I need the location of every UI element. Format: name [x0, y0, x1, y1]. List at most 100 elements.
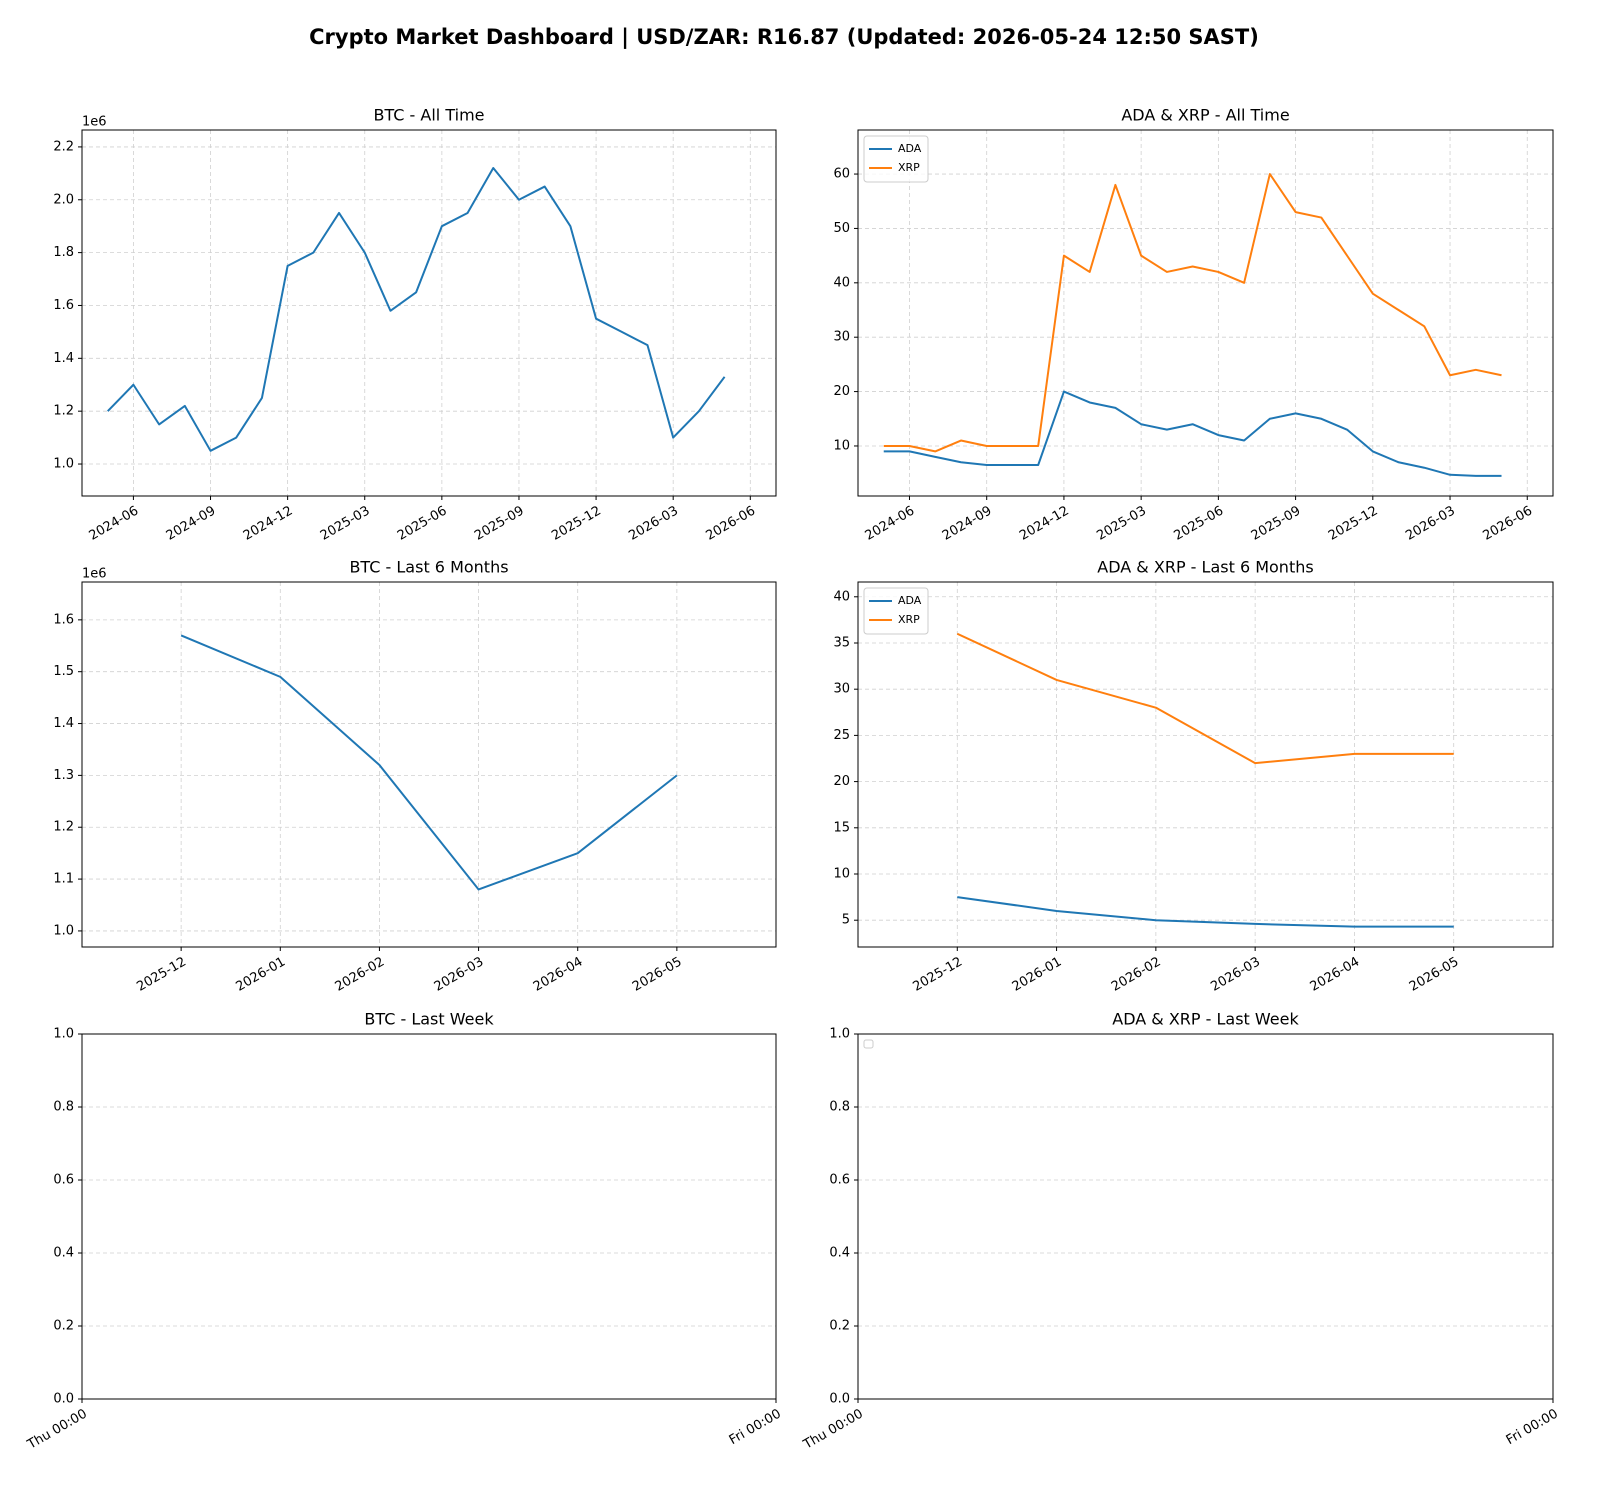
subplot-title: BTC - All Time	[373, 106, 484, 125]
y-tick-label: 1.0	[53, 923, 74, 938]
price-line	[106, 167, 726, 452]
x-tick-label: 2025-06	[395, 504, 450, 544]
y-tick-label: 0.4	[829, 1246, 850, 1261]
y-tick-label: 0.0	[829, 1392, 850, 1407]
legend-box	[863, 587, 929, 635]
y-tick-label: 25	[833, 728, 850, 743]
x-tick-label: 2026-01	[233, 955, 288, 995]
y-tick-label: 1.0	[829, 1027, 850, 1042]
x-tick-label: 2024-09	[164, 504, 219, 544]
dashboard-title: Crypto Market Dashboard | USD/ZAR: R16.8…	[309, 25, 1259, 50]
y-tick-label: 1.1	[53, 872, 74, 887]
x-tick-label: 2024-12	[1017, 504, 1072, 544]
subplot-title: ADA & XRP - Last Week	[1112, 1010, 1299, 1029]
x-tick-label: 2025-03	[318, 504, 373, 544]
x-tick-label: 2026-06	[703, 504, 758, 544]
y-tick-label: 30	[833, 330, 850, 345]
y-tick-label: 2.2	[53, 139, 74, 154]
y-tick-label: 1.3	[53, 768, 74, 783]
legend: ADA XRP	[863, 587, 929, 635]
y-tick-label: 5	[842, 913, 850, 928]
y-tick-label: 1.2	[53, 404, 74, 419]
x-tick-label: 2026-03	[1208, 955, 1263, 995]
x-tick-label: 2026-06	[1480, 504, 1535, 544]
axes-frame	[81, 129, 777, 497]
y-tick-label: 20	[833, 384, 850, 399]
y-tick-label: 30	[833, 682, 850, 697]
subplot: ADA & XRP - Last 6 Months 5 10 15 20 25 30 35 40…	[833, 558, 1554, 995]
y-tick-label: 20	[833, 774, 850, 789]
x-tick-label: 2026-05	[630, 955, 685, 995]
x-tick-label: 2024-09	[940, 504, 995, 544]
x-tick-label: 2025-12	[1326, 504, 1381, 544]
subplot-title: ADA & XRP - Last 6 Months	[1097, 558, 1313, 577]
x-tick-label: Thu 00:00	[24, 1407, 90, 1453]
x-tick-label: 2026-02	[333, 955, 388, 995]
subplot: ADA & XRP - Last Week 0.0 0.2 0.4 0.6 0.8 1.0 T…	[800, 1010, 1561, 1454]
price-line	[883, 173, 1502, 453]
subplot: BTC - Last Week 0.0 0.2 0.4 0.6 0.8 1.0 Thu 00:…	[24, 1010, 784, 1454]
y-offset-label: 1e6	[82, 115, 107, 130]
y-tick-label: 1.6	[53, 298, 74, 313]
y-tick-label: 1.4	[53, 716, 74, 731]
y-tick-label: 0.6	[829, 1173, 850, 1188]
y-tick-label: 1.0	[53, 1027, 74, 1042]
x-tick-label: 2026-04	[1308, 955, 1363, 995]
legend-label: XRP	[898, 161, 920, 174]
y-tick-label: 10	[833, 867, 850, 882]
y-tick-label: 1.2	[53, 820, 74, 835]
price-line	[180, 634, 678, 891]
price-line	[957, 896, 1454, 928]
x-tick-label: 2026-03	[626, 504, 681, 544]
y-offset-label: 1e6	[82, 567, 107, 582]
subplot-title: BTC - Last Week	[364, 1010, 494, 1029]
axes-frame	[857, 581, 1554, 948]
legend	[863, 1039, 874, 1049]
x-tick-label: 2026-03	[1403, 504, 1458, 544]
axes-frame	[81, 1033, 777, 1400]
x-tick-label: 2025-12	[549, 504, 604, 544]
y-tick-label: 0.2	[829, 1319, 850, 1334]
x-tick-label: 2025-03	[1094, 504, 1149, 544]
y-tick-label: 0.0	[53, 1392, 74, 1407]
x-tick-label: 2024-06	[863, 504, 918, 544]
subplot: BTC - Last 6 Months 1.0 1.1 1.2 1.3 1.4 1.5 1.6…	[53, 558, 777, 995]
y-tick-label: 1.8	[53, 245, 74, 260]
subplot: BTC - All Time 1.0 1.2 1.4 1.6 1.8 2.0 2.2 1e6 20…	[53, 106, 777, 544]
x-tick-label: 2026-01	[1010, 955, 1065, 995]
y-tick-label: 40	[833, 275, 850, 290]
subplot-title: BTC - Last 6 Months	[349, 558, 508, 577]
y-tick-label: 1.5	[53, 664, 74, 679]
y-tick-label: 0.4	[53, 1246, 74, 1261]
x-tick-label: 2025-12	[134, 955, 189, 995]
legend-label: ADA	[898, 142, 922, 155]
x-tick-label: Fri 00:00	[727, 1407, 784, 1449]
x-tick-label: 2025-09	[1249, 504, 1304, 544]
legend-label: ADA	[898, 594, 922, 607]
y-tick-label: 0.8	[829, 1100, 850, 1115]
legend-label: XRP	[898, 613, 920, 626]
subplot: ADA & XRP - All Time 10 20 30 40 50 60 2024-06 2…	[833, 106, 1554, 544]
y-tick-label: 60	[833, 167, 850, 182]
legend: ADA XRP	[863, 135, 929, 183]
y-tick-label: 40	[833, 589, 850, 604]
y-tick-label: 15	[833, 820, 850, 835]
x-tick-label: Fri 00:00	[1504, 1407, 1561, 1449]
legend-box	[863, 1039, 874, 1049]
x-tick-label: 2026-05	[1407, 955, 1462, 995]
price-line	[956, 632, 1454, 765]
y-tick-label: 1.6	[53, 612, 74, 627]
subplot-title: ADA & XRP - All Time	[1121, 106, 1289, 125]
x-tick-label: 2025-09	[472, 504, 527, 544]
x-tick-label: 2025-06	[1172, 504, 1227, 544]
x-tick-label: Thu 00:00	[800, 1407, 866, 1453]
x-tick-label: 2026-03	[432, 955, 487, 995]
y-tick-label: 10	[833, 438, 850, 453]
y-tick-label: 50	[833, 221, 850, 236]
price-line	[883, 390, 1502, 477]
y-tick-label: 0.6	[53, 1173, 74, 1188]
x-tick-label: 2026-02	[1109, 955, 1164, 995]
axes-frame	[857, 129, 1554, 497]
legend-box	[863, 135, 929, 183]
